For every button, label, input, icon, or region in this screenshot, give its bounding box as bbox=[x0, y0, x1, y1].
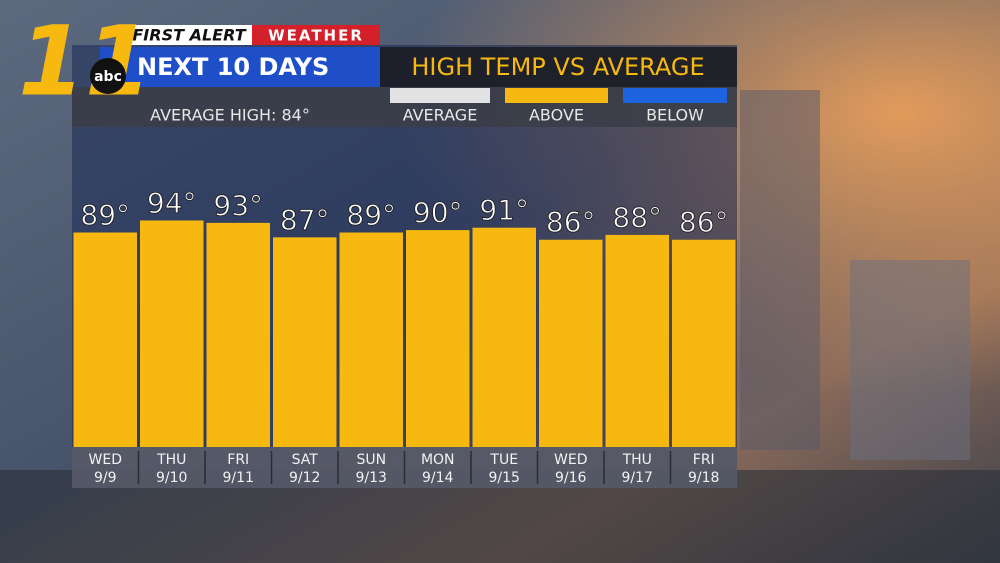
value-label: 89° bbox=[80, 199, 130, 232]
building bbox=[740, 90, 820, 450]
title: NEXT 10 DAYS bbox=[137, 53, 329, 81]
value-label: 87° bbox=[280, 203, 330, 236]
x-tick-label: THU bbox=[622, 452, 652, 468]
brand-first: FIRST ALERT bbox=[132, 26, 246, 45]
x-tick-label: MON bbox=[421, 452, 455, 468]
legend-label: BELOW bbox=[646, 106, 704, 125]
value-label: 91° bbox=[479, 194, 529, 227]
subtitle: HIGH TEMP VS AVERAGE bbox=[411, 53, 704, 81]
x-tick-date: 9/16 bbox=[555, 470, 587, 486]
value-label: 89° bbox=[346, 199, 396, 232]
average-note: AVERAGE HIGH: 84° bbox=[150, 106, 310, 125]
value-label: 86° bbox=[679, 206, 729, 239]
brand-second: WEATHER bbox=[268, 27, 364, 45]
bar bbox=[339, 232, 403, 447]
value-label: 94° bbox=[147, 186, 197, 219]
legend-label: ABOVE bbox=[529, 106, 584, 125]
x-tick-date: 9/15 bbox=[489, 470, 520, 486]
x-tick-label: WED bbox=[554, 452, 587, 468]
x-tick-date: 9/17 bbox=[622, 470, 653, 486]
brand-box bbox=[252, 25, 380, 45]
bar bbox=[273, 237, 337, 447]
x-tick-date: 9/18 bbox=[688, 470, 719, 486]
bar bbox=[206, 222, 270, 447]
x-tick-label: FRI bbox=[227, 452, 249, 468]
x-tick-label: SAT bbox=[292, 452, 319, 468]
legend-label: AVERAGE bbox=[403, 106, 478, 125]
logo-circle bbox=[90, 58, 126, 94]
subtitle-bar bbox=[380, 47, 737, 87]
x-tick-date: 9/11 bbox=[223, 470, 254, 486]
brand-box bbox=[127, 25, 252, 45]
x-tick-label: FRI bbox=[693, 452, 715, 468]
legend-swatch bbox=[505, 88, 608, 103]
bar bbox=[672, 239, 736, 447]
bar bbox=[140, 220, 204, 447]
bar bbox=[73, 232, 137, 447]
x-tick-label: TUE bbox=[489, 452, 518, 468]
x-tick-label: THU bbox=[156, 452, 186, 468]
x-tick-date: 9/10 bbox=[156, 470, 187, 486]
x-tick-date: 9/9 bbox=[94, 470, 117, 486]
x-tick-label: WED bbox=[89, 452, 122, 468]
x-tick-date: 9/13 bbox=[356, 470, 387, 486]
bar bbox=[406, 230, 470, 447]
legend-swatch bbox=[390, 88, 490, 103]
title-bar bbox=[100, 47, 380, 87]
value-label: 90° bbox=[413, 196, 463, 229]
value-label: 93° bbox=[213, 189, 263, 222]
bar bbox=[605, 234, 669, 447]
x-tick-date: 9/12 bbox=[289, 470, 320, 486]
bar bbox=[539, 239, 603, 447]
logo-number: 11 bbox=[18, 5, 152, 117]
building bbox=[850, 260, 970, 460]
value-label: 88° bbox=[612, 201, 662, 234]
logo-network: abc bbox=[94, 69, 122, 85]
legend-swatch bbox=[623, 88, 727, 103]
x-tick-label: SUN bbox=[356, 452, 386, 468]
bar bbox=[472, 227, 536, 447]
x-tick-date: 9/14 bbox=[422, 470, 454, 486]
value-label: 86° bbox=[546, 206, 596, 239]
